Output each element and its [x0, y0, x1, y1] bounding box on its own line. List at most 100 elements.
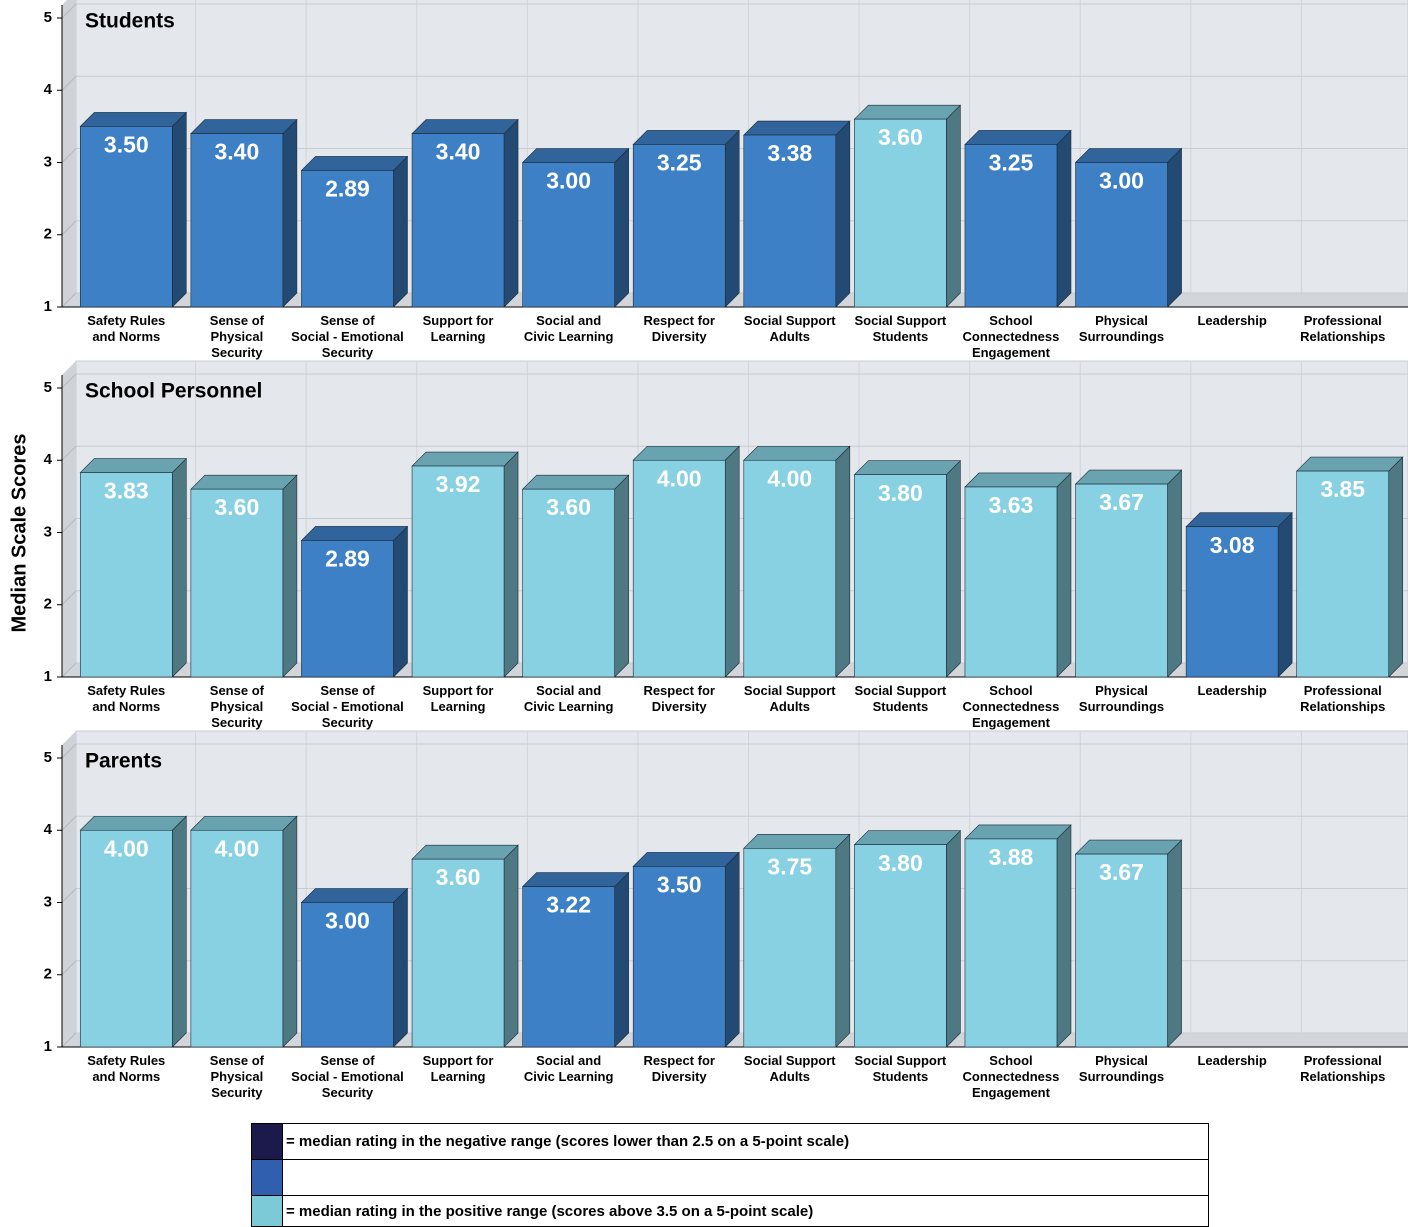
bar: [79, 457, 188, 678]
grid-line: [61, 518, 1408, 533]
bar: [632, 129, 740, 308]
bar-top: [964, 130, 1072, 145]
bar-top: [1074, 839, 1183, 855]
bar: [1074, 469, 1183, 678]
bar-side: [1056, 472, 1072, 678]
grid-line-side: [61, 590, 77, 606]
value-label: 3.67: [1099, 489, 1144, 515]
bar-side: [724, 445, 740, 678]
panel-title: School Personnel: [85, 380, 262, 403]
side-wall: [62, 731, 76, 1047]
value-label: 4.00: [767, 465, 812, 491]
grid-line-side: [61, 960, 77, 976]
x-tick-label: Support for Learning: [422, 1053, 494, 1084]
value-label: 4.00: [657, 465, 702, 491]
x-tick-label: Social Support Students: [854, 313, 947, 344]
y-tick-label: 4: [44, 451, 53, 468]
value-label: 3.67: [1099, 859, 1144, 885]
bar-front: [301, 902, 394, 1048]
x-tick-label: Safety Rules and Norms: [87, 683, 166, 714]
bar-side: [1167, 147, 1182, 308]
value-label: 3.60: [878, 124, 923, 150]
bar-top: [743, 834, 851, 849]
y-tick-label: 3: [44, 893, 52, 910]
x-tick-label: Respect for Diversity: [643, 683, 715, 714]
value-label: 3.50: [657, 871, 702, 897]
bar-front: [632, 866, 726, 1048]
bar-front: [411, 858, 505, 1048]
x-tick-label: Respect for Diversity: [643, 313, 715, 344]
grid-line: [61, 815, 1408, 831]
value-label: 2.89: [325, 176, 370, 202]
bar-side: [282, 118, 298, 308]
bar: [79, 111, 188, 308]
legend-label: = median rating in the positive range (s…: [282, 1195, 1209, 1227]
bar-side: [614, 474, 629, 678]
x-tick-label: Support for Learning: [422, 313, 494, 344]
panel-title: Parents: [85, 750, 162, 773]
bar-front: [964, 838, 1058, 1048]
x-tick-label: Social Support Students: [854, 683, 947, 714]
grid-line: [61, 3, 1408, 19]
x-tick-label: Sense of Social - Emotional Security: [291, 313, 404, 360]
grid-line: [61, 148, 1408, 163]
x-tick-label: Sense of Social - Emotional Security: [291, 1053, 404, 1100]
bar-side: [1277, 511, 1293, 678]
legend-swatch: [251, 1159, 283, 1196]
side-wall: [62, 0, 76, 307]
bar: [853, 829, 962, 1048]
bar-top: [743, 445, 851, 461]
bar: [1185, 511, 1293, 678]
bar-top: [853, 104, 962, 120]
grid-line: [61, 75, 1408, 91]
value-label: 4.00: [214, 835, 259, 861]
bar-side: [835, 833, 851, 1048]
legend-label: = median rating in the negative range (s…: [282, 1123, 1209, 1160]
y-tick-label: 5: [44, 749, 52, 766]
bar-side: [614, 147, 629, 308]
bar-front: [743, 134, 837, 308]
x-tick-label: School Connectedness Engagement: [962, 1053, 1060, 1100]
bar-top: [1295, 456, 1404, 472]
x-tick-label: School Connectedness Engagement: [962, 683, 1060, 730]
x-tick-label: Support for Learning: [422, 683, 494, 714]
y-tick-label: 2: [44, 596, 52, 613]
grid-line-side: [61, 220, 77, 236]
x-tick-label: School Connectedness Engagement: [962, 313, 1060, 360]
grid-line-side: [61, 148, 77, 163]
bar-front: [190, 488, 284, 678]
value-label: 3.83: [104, 478, 149, 504]
x-tick-label: Social Support Adults: [743, 313, 836, 344]
value-label: 3.60: [546, 494, 591, 520]
y-tick-label: 5: [44, 379, 52, 396]
bar-front: [743, 459, 837, 678]
bar-top: [411, 451, 519, 467]
y-tick-label: 5: [44, 9, 52, 26]
y-tick-label: 2: [44, 226, 52, 243]
bar-front: [1075, 853, 1168, 1048]
bar-top: [79, 112, 188, 127]
panel-title: Students: [85, 10, 175, 33]
y-tick-label: 1: [44, 298, 52, 315]
bar-front: [854, 118, 947, 308]
bar-side: [282, 474, 298, 678]
grid-line-side: [61, 75, 77, 91]
bar-top: [521, 474, 630, 490]
bar-top: [853, 830, 962, 846]
bar: [964, 824, 1072, 1048]
bar-front: [411, 133, 505, 308]
x-tick-label: Social Support Adults: [743, 1053, 836, 1084]
value-label: 3.08: [1210, 532, 1255, 558]
legend-label: [282, 1159, 1209, 1196]
grid-line-side: [61, 292, 77, 308]
bar: [743, 120, 851, 308]
bar-side: [503, 118, 519, 308]
bar-side: [1167, 469, 1182, 678]
side-wall: [62, 361, 76, 677]
bar: [411, 118, 519, 308]
x-tick-label: Social Support Adults: [743, 683, 836, 714]
grid-line: [61, 960, 1408, 976]
bar-front: [79, 126, 173, 308]
value-label: 3.40: [436, 139, 481, 165]
bar-front: [964, 486, 1058, 678]
